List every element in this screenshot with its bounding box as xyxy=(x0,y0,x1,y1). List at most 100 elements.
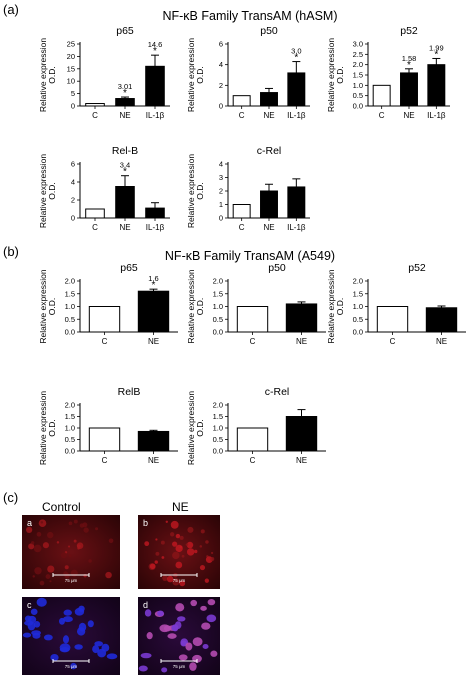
chart-a-p50: p50 Relative expressionO.D. 0 2 4 6 C NE IL-1β *3… xyxy=(186,25,310,120)
x-tick-label: NE xyxy=(263,223,274,232)
nucleus xyxy=(202,643,209,650)
bar-C xyxy=(232,204,251,219)
nucleus xyxy=(63,609,72,616)
nucleus xyxy=(201,622,211,630)
nucleus xyxy=(58,617,65,625)
bar-C xyxy=(232,95,251,107)
cell-signal xyxy=(175,544,183,553)
data-label: 14.6 xyxy=(148,40,163,49)
significance-star: * xyxy=(123,88,127,99)
cell-signal xyxy=(47,565,55,573)
nucleus xyxy=(190,599,198,607)
y-tick-label: 0.0 xyxy=(65,447,75,456)
chart-b-crel: c-Rel Relative expressionO.D. 0.0 0.5 1.0 1.5… xyxy=(186,386,326,465)
cell-signal xyxy=(47,531,54,539)
column-label-ne: NE xyxy=(172,500,189,514)
chart-title: p52 xyxy=(400,25,418,37)
nucleus xyxy=(207,598,216,606)
panel-c-label: (c) xyxy=(3,490,19,505)
x-tick-label: IL-1β xyxy=(287,223,306,232)
y-tick-label: 1.5 xyxy=(65,289,75,298)
cell-signal xyxy=(83,573,87,578)
cell-signal xyxy=(70,569,78,577)
x-tick-label: IL-1β xyxy=(146,111,165,120)
y-tick-label: 1.5 xyxy=(213,289,223,298)
cell-signal xyxy=(175,533,181,539)
y-tick-label: 1.5 xyxy=(353,289,363,298)
chart-b-p52: p52 Relative expressionO.D. 0.0 0.5 1.0 1.5 2.… xyxy=(326,262,466,346)
y-tick-label: 4 xyxy=(219,160,223,169)
y-tick-label: 25 xyxy=(67,40,75,49)
nucleus xyxy=(76,627,86,636)
bar-NE xyxy=(425,307,458,333)
cell-signal xyxy=(161,556,165,559)
x-tick-label: NE xyxy=(296,337,307,346)
nucleus xyxy=(185,642,193,651)
y-axis-label: Relative expressionO.D. xyxy=(186,154,205,228)
nucleus xyxy=(146,632,153,640)
cell-signal xyxy=(179,535,184,540)
data-label: 3.4 xyxy=(120,161,130,170)
cell-signal xyxy=(68,545,71,548)
cell-signal xyxy=(199,545,203,548)
y-tick-label: 1.0 xyxy=(353,302,363,311)
bar-C xyxy=(88,306,121,333)
cell-signal xyxy=(45,574,51,579)
nucleus xyxy=(74,607,85,616)
cell-signal xyxy=(204,578,210,583)
x-tick-label: C xyxy=(92,223,98,232)
cell-signal xyxy=(73,539,77,543)
chart-title: p50 xyxy=(268,262,286,274)
y-tick-label: 1.5 xyxy=(65,412,75,421)
cell-signal xyxy=(77,546,80,550)
bar-C xyxy=(376,306,409,333)
x-tick-label: C xyxy=(239,111,245,120)
cell-signal xyxy=(181,554,185,558)
bar-NE xyxy=(285,303,318,333)
panel-b-title: NF-κB Family TransAM (A549) xyxy=(164,249,336,263)
nucleus xyxy=(180,640,188,647)
cell-signal xyxy=(186,541,194,549)
nucleus xyxy=(101,643,110,652)
cell-signal xyxy=(194,549,198,554)
y-tick-label: 2.0 xyxy=(213,401,223,410)
x-tick-label: C xyxy=(250,456,256,465)
chart-title: p52 xyxy=(408,262,426,274)
y-tick-label: 10 xyxy=(67,77,75,86)
cell-signal xyxy=(186,548,195,556)
y-tick-label: 1.0 xyxy=(213,424,223,433)
chart-b-p65: p65 Relative expressionO.D. 0.0 0.5 1.0 1.5 2.… xyxy=(38,262,178,346)
nucleus xyxy=(36,597,47,607)
chart-title: Rel-B xyxy=(112,145,138,157)
significance-star: * xyxy=(152,280,156,291)
cell-signal xyxy=(64,573,70,579)
y-tick-label: 4 xyxy=(219,60,223,69)
y-tick-label: 0 xyxy=(219,214,223,223)
y-tick-label: 1.0 xyxy=(65,424,75,433)
cell-signal xyxy=(165,520,168,523)
bar-NE xyxy=(400,72,418,107)
nucleus xyxy=(157,610,164,617)
panel-a-label: (a) xyxy=(3,2,19,17)
y-axis-label: Relative expressionO.D. xyxy=(186,38,205,112)
cell-signal xyxy=(155,551,160,556)
column-label-control: Control xyxy=(42,500,81,514)
cell-signal xyxy=(64,565,69,570)
nucleus xyxy=(206,614,217,623)
data-label: 3.0 xyxy=(291,47,301,56)
y-tick-label: 0.5 xyxy=(213,315,223,324)
cell-signal xyxy=(42,542,49,549)
cell-signal xyxy=(32,575,36,578)
cell-signal xyxy=(36,531,42,537)
cell-signal xyxy=(154,560,158,564)
nucleus xyxy=(106,653,118,660)
cell-signal xyxy=(200,529,205,534)
y-tick-label: 0.0 xyxy=(353,102,363,111)
chart-title: p65 xyxy=(120,262,138,274)
bar-C xyxy=(372,84,391,107)
nucleus xyxy=(70,662,77,670)
nucleus xyxy=(167,633,177,639)
cell-signal xyxy=(30,541,35,545)
significance-star: * xyxy=(407,60,411,71)
nucleus xyxy=(62,635,70,644)
